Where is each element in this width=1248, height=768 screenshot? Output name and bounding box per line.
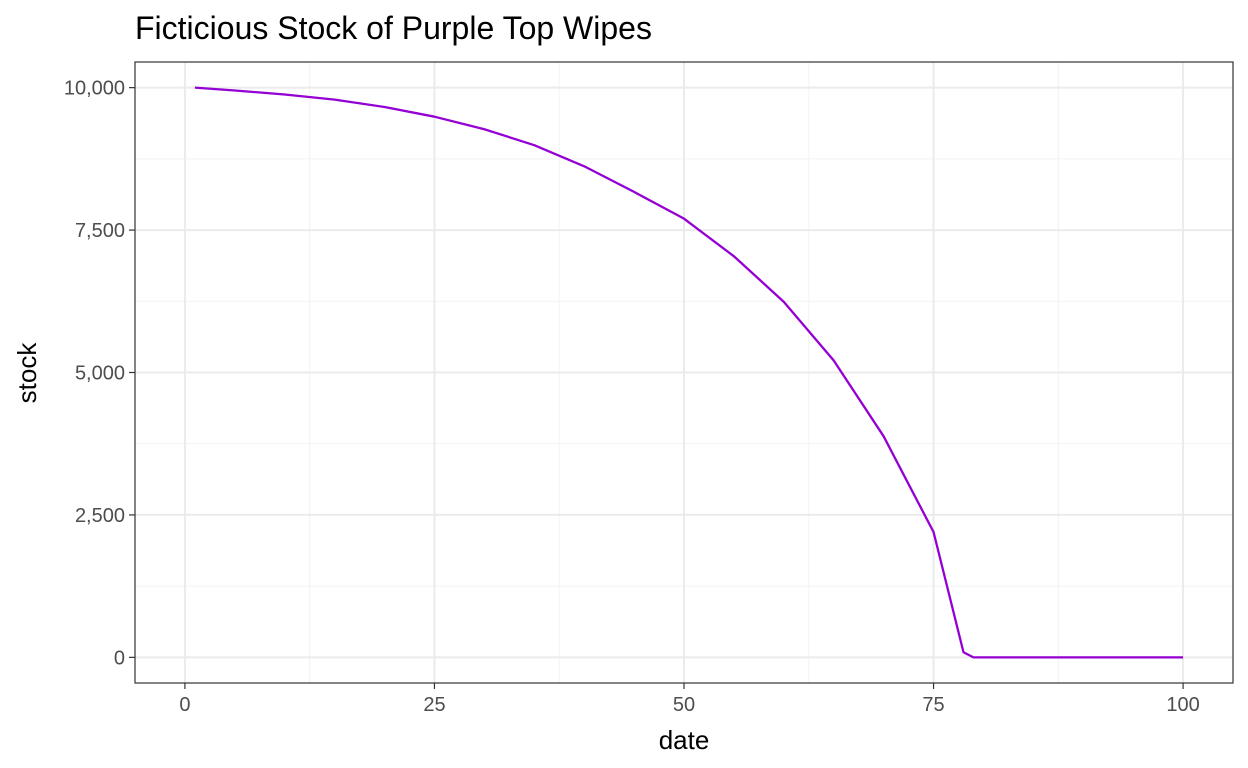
y-tick-label-4: 10,000 bbox=[64, 78, 125, 100]
chart-title: Ficticious Stock of Purple Top Wipes bbox=[135, 10, 652, 46]
y-tick-label-3: 7,500 bbox=[75, 220, 125, 242]
x-tick-label-1: 25 bbox=[423, 694, 445, 716]
x-tick-label-0: 0 bbox=[179, 694, 190, 716]
y-tick-label-0: 0 bbox=[114, 647, 125, 669]
y-tick-label-2: 5,000 bbox=[75, 363, 125, 385]
x-axis-ticks: 0 25 50 75 100 bbox=[179, 683, 1200, 716]
y-axis-ticks: 0 2,500 5,000 7,500 10,000 bbox=[64, 78, 135, 669]
x-axis-title: date bbox=[659, 725, 710, 755]
y-axis-title: stock bbox=[12, 342, 42, 404]
series-line-0 bbox=[194, 86, 1184, 659]
x-tick-label-3: 75 bbox=[922, 694, 944, 716]
series-layer bbox=[194, 86, 1184, 659]
x-tick-label-4: 100 bbox=[1166, 694, 1199, 716]
x-tick-label-2: 50 bbox=[673, 694, 695, 716]
y-tick-label-1: 2,500 bbox=[75, 505, 125, 527]
